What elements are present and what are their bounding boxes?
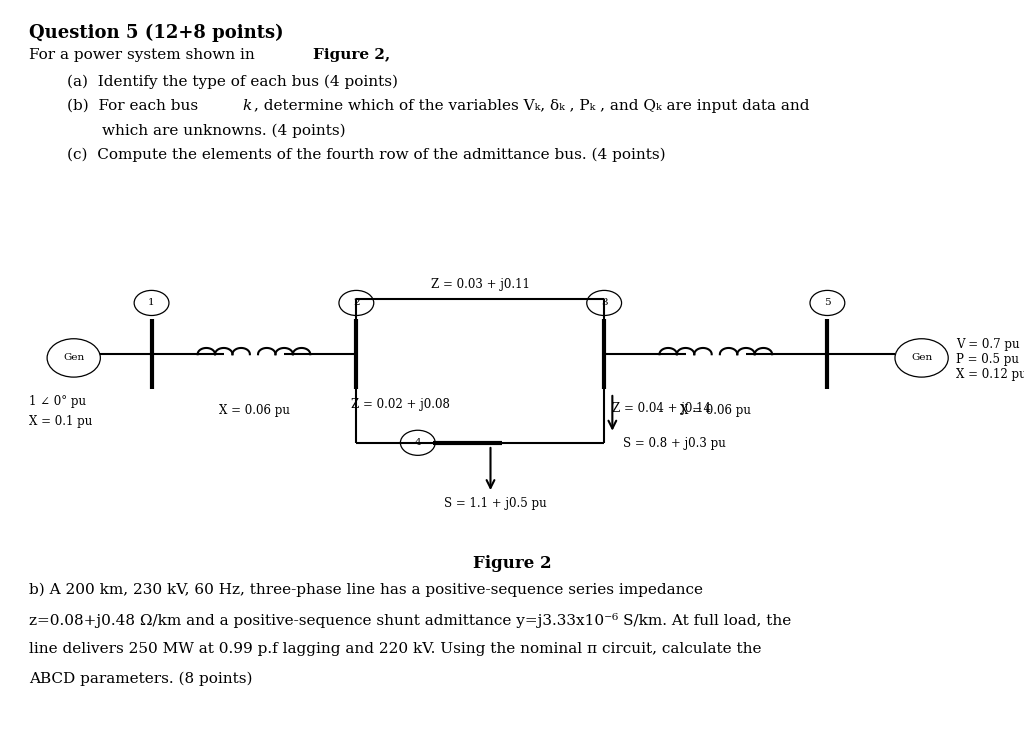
Text: 3: 3 (601, 298, 607, 308)
Text: Z = 0.03 + j0.11: Z = 0.03 + j0.11 (431, 278, 529, 291)
Text: Figure 2: Figure 2 (473, 555, 551, 572)
Text: Question 5 (12+8 points): Question 5 (12+8 points) (29, 24, 284, 42)
Text: b) A 200 km, 230 kV, 60 Hz, three-phase line has a positive-sequence series impe: b) A 200 km, 230 kV, 60 Hz, three-phase … (29, 583, 702, 597)
Text: Z = 0.02 + j0.08: Z = 0.02 + j0.08 (351, 399, 451, 412)
Text: (c)  Compute the elements of the fourth row of the admittance bus. (4 points): (c) Compute the elements of the fourth r… (67, 148, 666, 162)
Text: 1: 1 (148, 298, 155, 308)
Text: 2: 2 (353, 298, 359, 308)
Text: z=0.08+j0.48 Ω/km and a positive-sequence shunt admittance y=j3.33x10⁻⁶ S/km. At: z=0.08+j0.48 Ω/km and a positive-sequenc… (29, 613, 791, 627)
Text: 1 ∠ 0° pu: 1 ∠ 0° pu (29, 395, 86, 408)
Text: Figure 2,: Figure 2, (313, 48, 390, 62)
Text: X = 0.1 pu: X = 0.1 pu (29, 415, 92, 428)
Text: Gen: Gen (63, 354, 84, 362)
Text: (a)  Identify the type of each bus (4 points): (a) Identify the type of each bus (4 poi… (67, 75, 397, 89)
Text: ABCD parameters. (8 points): ABCD parameters. (8 points) (29, 672, 252, 686)
Text: 4: 4 (415, 438, 421, 447)
Text: Gen: Gen (911, 354, 932, 362)
Text: , determine which of the variables Vₖ, δₖ , Pₖ , and Qₖ are input data and: , determine which of the variables Vₖ, δ… (254, 99, 809, 113)
Text: Z = 0.04 + j0.14: Z = 0.04 + j0.14 (612, 402, 712, 415)
Text: which are unknowns. (4 points): which are unknowns. (4 points) (102, 124, 346, 138)
Text: X = 0.06 pu: X = 0.06 pu (218, 404, 290, 418)
Text: X = 0.12 pu: X = 0.12 pu (956, 368, 1024, 381)
Text: (b)  For each bus: (b) For each bus (67, 99, 203, 113)
Text: P = 0.5 pu: P = 0.5 pu (956, 353, 1019, 366)
Text: k: k (243, 99, 252, 113)
Text: V = 0.7 pu: V = 0.7 pu (956, 338, 1020, 351)
Text: S = 0.8 + j0.3 pu: S = 0.8 + j0.3 pu (623, 437, 725, 450)
Text: line delivers 250 MW at 0.99 p.f lagging and 220 kV. Using the nominal π circuit: line delivers 250 MW at 0.99 p.f lagging… (29, 642, 761, 656)
Text: X = 0.06 pu: X = 0.06 pu (680, 404, 752, 418)
Text: For a power system shown in: For a power system shown in (29, 48, 259, 62)
Text: 5: 5 (824, 298, 830, 308)
Text: S = 1.1 + j0.5 pu: S = 1.1 + j0.5 pu (444, 497, 547, 510)
